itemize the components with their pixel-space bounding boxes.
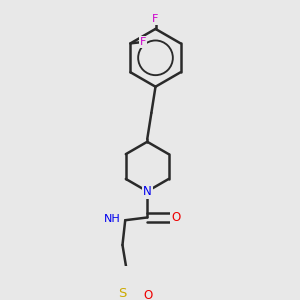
Text: O: O — [143, 290, 153, 300]
Text: F: F — [152, 14, 159, 24]
Text: F: F — [140, 37, 146, 47]
Text: O: O — [171, 211, 180, 224]
Text: N: N — [143, 185, 152, 198]
Text: NH: NH — [103, 214, 120, 224]
Text: S: S — [118, 287, 127, 300]
